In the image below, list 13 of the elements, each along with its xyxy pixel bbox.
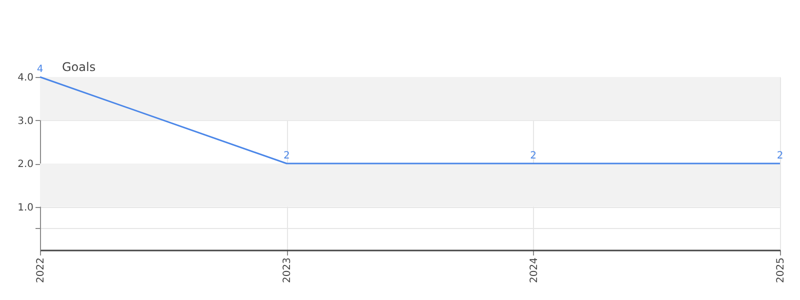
x-tick-label: 2023 xyxy=(282,258,294,283)
y-tick-label: 2.0 xyxy=(18,159,34,170)
y-axis-title: Goals xyxy=(62,60,96,74)
data-label: 2 xyxy=(530,150,537,162)
x-tick-label: 2024 xyxy=(528,258,540,283)
y-tick-label: 4.0 xyxy=(18,72,34,84)
y-tick-label: 1.0 xyxy=(18,202,34,214)
data-label: 2 xyxy=(776,150,784,162)
x-tick-label: 2022 xyxy=(36,258,46,283)
data-label: 2 xyxy=(283,150,290,162)
x-tick-label: 2025 xyxy=(776,258,786,283)
y-tick-label: 3.0 xyxy=(18,116,34,127)
data-label: 4 xyxy=(36,64,44,75)
